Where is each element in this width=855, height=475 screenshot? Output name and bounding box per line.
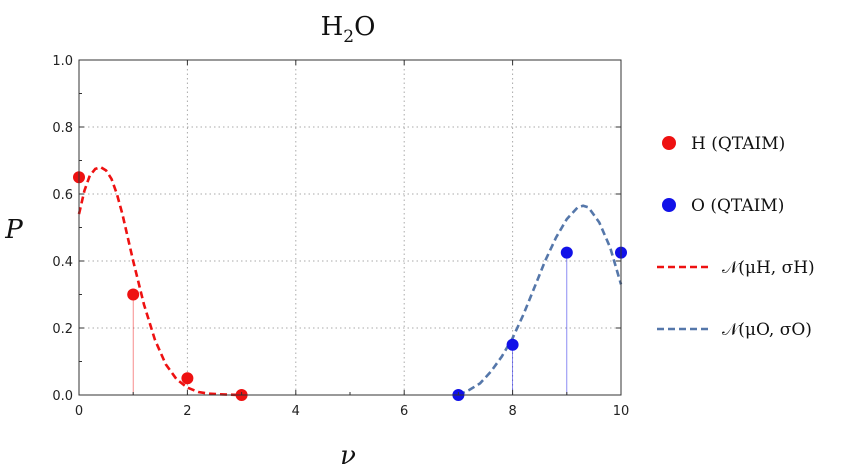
data-point: [127, 288, 140, 301]
data-point: [560, 246, 573, 259]
legend-label: 𝒩(μH, σH): [722, 258, 815, 278]
x-axis-label: ν: [340, 441, 356, 471]
y-tick-label: 0.2: [52, 322, 73, 337]
grid: [79, 60, 621, 395]
legend-label: 𝒩(μO, σO): [722, 320, 812, 340]
y-tick-label: 0.4: [52, 255, 73, 270]
legend-marker: [662, 198, 676, 212]
stems: [132, 252, 622, 395]
x-tick-label: 6: [400, 404, 408, 419]
legend-marker: [662, 136, 676, 150]
y-tick-label: 0.6: [52, 188, 73, 203]
axis-ticks: 0 2 4 6 8 10 0.0 0.2 0.4 0.6 0.8 1.0: [52, 54, 629, 419]
plot-frame: [78, 59, 622, 396]
legend: H (QTAIM) O (QTAIM) 𝒩(μH, σH) 𝒩(μO, σO): [657, 134, 815, 340]
y-tick-label: 0.0: [52, 389, 73, 404]
data-points: [73, 171, 627, 401]
data-point: [181, 372, 194, 385]
y-tick-label: 0.8: [52, 121, 73, 136]
x-tick-label: 0: [75, 404, 83, 419]
x-tick-label: 10: [613, 404, 630, 419]
gaussian-curve: [77, 165, 242, 397]
y-tick-label: 1.0: [52, 54, 73, 69]
legend-label: H (QTAIM): [691, 134, 785, 154]
x-tick-label: 8: [508, 404, 516, 419]
x-tick-label: 4: [292, 404, 300, 419]
data-point: [506, 338, 519, 351]
x-tick-label: 2: [183, 404, 191, 419]
chart-title: H2O: [321, 12, 376, 47]
legend-label: O (QTAIM): [691, 196, 784, 216]
y-axis-label: P: [4, 215, 23, 245]
gaussian-curve: [457, 204, 623, 397]
gaussian-curves: [77, 165, 623, 397]
